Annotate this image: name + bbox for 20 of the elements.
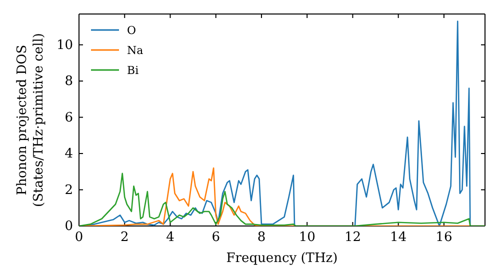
y-tick-label: 2 [64, 182, 73, 198]
x-tick-label: 0 [74, 230, 84, 246]
x-tick-label: 16 [436, 230, 452, 246]
y-axis-title: Phonon projected DOS (States/THz·primitive cell) [15, 32, 46, 208]
x-tick-label: 10 [298, 230, 316, 246]
x-tick-label: 2 [120, 230, 129, 246]
legend-label: Na [127, 44, 144, 57]
x-axis-title: Frequency (THz) [226, 251, 338, 266]
x-tick-label: 4 [166, 230, 174, 246]
y-tick-label: 8 [64, 74, 73, 90]
x-tick-label: 14 [390, 230, 407, 246]
legend-label: O [127, 24, 136, 37]
y-tick-label: 4 [64, 146, 73, 162]
x-tick-label: 12 [344, 230, 361, 246]
legend-label: Bi [127, 64, 140, 77]
y-tick-label: 6 [64, 110, 73, 126]
y-tick-label: 10 [56, 38, 73, 53]
y-tick-label: 0 [64, 219, 73, 234]
x-tick-label: 8 [257, 230, 266, 246]
x-tick-label: 6 [212, 230, 220, 246]
